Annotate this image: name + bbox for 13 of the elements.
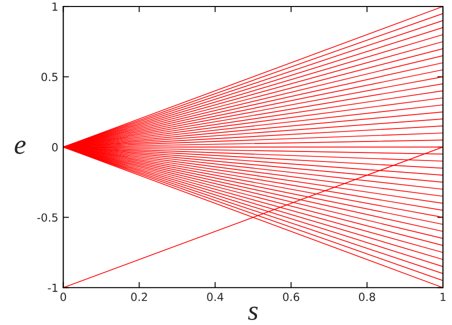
x-tick-label: 0 [60,292,66,302]
y-tick-label: -0.5 [37,213,58,222]
x-tick-label: 0.2 [131,292,147,302]
x-tick-label: 0.6 [282,292,300,302]
y-tick-label: -1 [48,284,58,292]
y-tick-label: 0.5 [41,72,58,82]
y-axis-title: e [14,140,26,154]
x-tick-label: 0.4 [207,292,224,302]
y-tick-label: 1 [52,2,58,11]
x-tick-label: 0.8 [358,292,376,302]
x-axis-title: s [248,306,258,320]
y-tick-label: 0 [52,143,58,152]
x-tick-label: 1 [440,292,446,301]
